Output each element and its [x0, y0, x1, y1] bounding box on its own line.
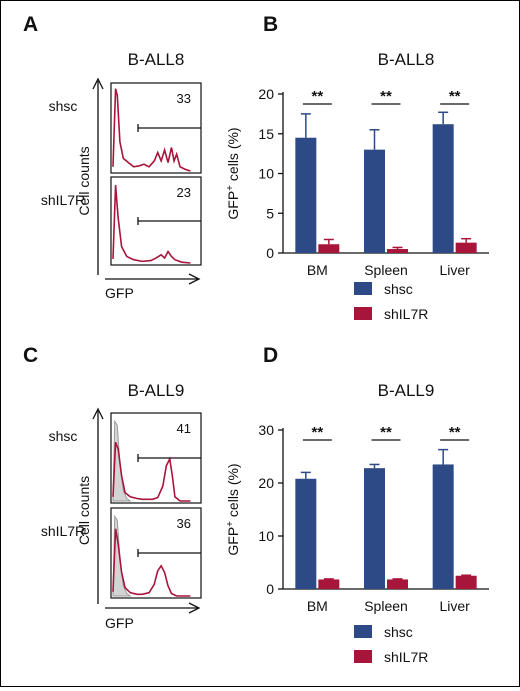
bar-shsc	[364, 468, 385, 589]
legend-swatch-shsc	[354, 282, 372, 295]
legend-label: shsc	[384, 624, 413, 640]
bar-shsc	[432, 124, 454, 254]
x-axis-arrowhead	[188, 273, 201, 285]
flow-title: B-ALL8	[128, 50, 185, 69]
significance-label: **	[311, 424, 323, 441]
y-axis-label: Cell counts	[76, 146, 92, 215]
legend-swatch-shsc	[354, 625, 372, 638]
bar-shIL7R	[455, 242, 477, 253]
x-tick-label: BM	[307, 598, 328, 614]
chart-title: B-ALL8	[378, 50, 435, 69]
x-axis-label: GFP	[105, 285, 134, 301]
y-tick-label: 5	[266, 205, 274, 221]
bar-shsc	[432, 464, 454, 589]
gfp-histogram-curve	[112, 185, 191, 264]
bar-shIL7R	[387, 249, 408, 253]
y-tick-label: 30	[258, 422, 274, 438]
legend-label: shIL7R	[384, 649, 428, 665]
row-label: shsc	[49, 98, 78, 114]
panel-label-A: A	[23, 13, 38, 36]
y-axis-label: GFP+ cells (%)	[225, 463, 241, 555]
row-label: shIL7R	[41, 523, 85, 539]
gate-percentage: 36	[177, 516, 191, 531]
panel-label-C: C	[23, 344, 38, 367]
x-tick-label: BM	[307, 262, 328, 278]
x-tick-label: Liver	[439, 262, 470, 278]
bar-shIL7R	[387, 579, 408, 589]
chart-title: B-ALL9	[378, 381, 435, 400]
row-label: shsc	[49, 428, 78, 444]
gfp-histogram-curve	[112, 88, 191, 172]
panel-label-B: B	[263, 13, 278, 36]
significance-label: **	[449, 88, 461, 105]
bar-shIL7R	[318, 579, 340, 589]
legend-label: shsc	[384, 281, 413, 297]
significance-label: **	[311, 88, 323, 105]
y-axis-label: Cell counts	[76, 476, 92, 545]
gfp-histogram-curve	[112, 441, 191, 502]
x-tick-label: Liver	[439, 598, 470, 614]
legend-swatch-shIL7R	[354, 650, 372, 663]
bar-shsc	[364, 149, 385, 253]
y-axis-arrowhead	[92, 407, 104, 420]
bar-shsc	[295, 137, 317, 253]
legend-swatch-shIL7R	[354, 307, 372, 320]
significance-label: **	[449, 424, 461, 441]
y-tick-label: 20	[258, 475, 274, 491]
panel-label-D: D	[263, 344, 278, 367]
y-tick-label: 0	[266, 245, 274, 261]
gate-percentage: 41	[177, 421, 191, 436]
bar-shsc	[295, 478, 317, 589]
y-axis-arrowhead	[92, 77, 104, 90]
y-axis-label: GFP+ cells (%)	[225, 127, 241, 219]
x-tick-label: Spleen	[364, 598, 408, 614]
significance-label: **	[380, 424, 392, 441]
bar-shIL7R	[318, 244, 340, 253]
bar-shIL7R	[455, 575, 477, 589]
significance-label: **	[380, 88, 392, 105]
gate-percentage: 23	[177, 185, 191, 200]
x-axis-label: GFP	[105, 615, 134, 631]
flow-title: B-ALL9	[128, 381, 185, 400]
row-label: shIL7R	[41, 192, 85, 208]
y-tick-label: 0	[266, 581, 274, 597]
y-tick-label: 15	[258, 126, 274, 142]
y-tick-label: 10	[258, 528, 274, 544]
y-tick-label: 20	[258, 86, 274, 102]
gfp-histogram-curve	[112, 528, 191, 597]
x-tick-label: Spleen	[364, 262, 408, 278]
x-axis-arrowhead	[188, 602, 201, 614]
legend-label: shIL7R	[384, 306, 428, 322]
y-tick-label: 10	[258, 166, 274, 182]
gate-percentage: 33	[177, 91, 191, 106]
